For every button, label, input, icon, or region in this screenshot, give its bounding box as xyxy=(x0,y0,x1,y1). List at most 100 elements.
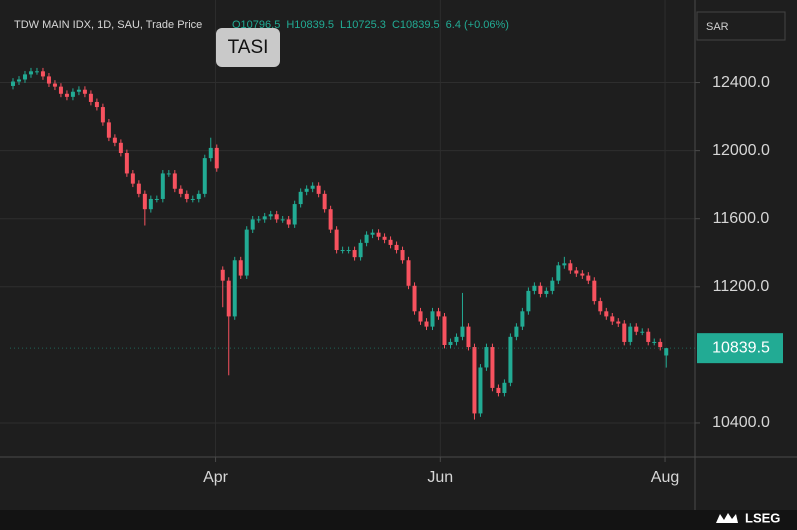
legend-item: C10839.5 xyxy=(392,19,440,31)
candle-body xyxy=(436,311,441,317)
candle-body xyxy=(484,347,489,368)
candle-body xyxy=(130,173,135,184)
candle-body xyxy=(604,311,609,317)
candle-body xyxy=(634,326,639,332)
candle-body xyxy=(238,260,243,276)
candle-body xyxy=(568,263,573,271)
candle-body xyxy=(178,188,183,194)
candle-body xyxy=(250,219,255,230)
candle-body xyxy=(592,280,597,302)
candle-body xyxy=(496,387,501,394)
y-tick-label: 10400.0 xyxy=(712,414,770,431)
candle-body xyxy=(208,147,213,159)
candle-body xyxy=(334,229,339,251)
candle-body xyxy=(292,204,297,225)
candle-body xyxy=(52,83,57,87)
candle-body xyxy=(466,326,471,348)
candle-body xyxy=(418,311,423,322)
candle-body xyxy=(34,71,39,73)
background xyxy=(0,0,797,510)
candle-body xyxy=(430,311,435,327)
last-price-tag xyxy=(697,333,783,364)
candle-body xyxy=(154,198,159,200)
candle-body xyxy=(58,86,63,94)
footer-strip xyxy=(0,510,797,530)
candle-body xyxy=(256,219,261,221)
candle-body xyxy=(76,89,81,92)
candle-body xyxy=(112,137,117,143)
candle-body xyxy=(574,270,579,274)
candle-body xyxy=(280,219,285,221)
currency-box[interactable] xyxy=(696,11,786,41)
candle-body xyxy=(220,269,225,281)
candle-body xyxy=(136,183,141,194)
candle-body xyxy=(514,326,519,337)
candle-body xyxy=(340,250,345,252)
candle-body xyxy=(442,316,447,346)
x-tick-label: Jun xyxy=(427,469,453,486)
brand: LSEG xyxy=(745,510,780,525)
candle-body xyxy=(88,93,93,102)
candle-body xyxy=(310,185,315,189)
candle-body xyxy=(412,285,417,312)
candle-body xyxy=(10,81,15,86)
candle-body xyxy=(118,142,123,154)
candle-body xyxy=(166,173,171,175)
legend: O10796.5 H10839.5 L10725.3 C10839.5 6.4 (+0.… xyxy=(232,19,509,31)
candle-body xyxy=(70,91,75,97)
candle-body xyxy=(382,236,387,240)
candle-body xyxy=(520,311,525,327)
candle-body xyxy=(448,341,453,346)
candle-body xyxy=(214,147,219,169)
candle-body xyxy=(610,316,615,322)
candle-body xyxy=(562,263,567,266)
candle-body xyxy=(388,239,393,245)
candle-body xyxy=(40,71,45,77)
candle-body xyxy=(322,193,327,210)
y-tick-label: 11200.0 xyxy=(713,278,770,295)
candle-body xyxy=(400,250,405,261)
candle-body xyxy=(646,331,651,342)
candle-body xyxy=(286,219,291,225)
candle-body xyxy=(622,323,627,342)
y-tick-label: 11600.0 xyxy=(713,210,770,227)
candle-body xyxy=(28,71,33,75)
candle-body xyxy=(184,193,189,199)
candle-body xyxy=(244,229,249,276)
badge-box xyxy=(216,28,280,67)
candle-body xyxy=(586,275,591,281)
candle-body xyxy=(538,285,543,294)
candle-body xyxy=(148,198,153,210)
candle-body xyxy=(628,326,633,342)
candle-body xyxy=(304,188,309,192)
candle-body xyxy=(460,326,465,337)
candle-body xyxy=(274,214,279,220)
candle-body xyxy=(172,173,177,189)
candle-body xyxy=(598,301,603,312)
candle-body xyxy=(394,244,399,251)
candle-body xyxy=(370,232,375,235)
candle-body xyxy=(16,79,21,82)
candle-body xyxy=(202,158,207,194)
candle-body xyxy=(556,265,561,281)
candle-body xyxy=(580,273,585,276)
candle-body xyxy=(652,341,657,343)
candle-body xyxy=(124,153,129,174)
candle-body xyxy=(658,341,663,348)
candle-body xyxy=(550,280,555,291)
candle-body xyxy=(532,285,537,291)
y-tick-label: 12000.0 xyxy=(712,142,770,159)
candle-body xyxy=(664,348,669,356)
candle-body xyxy=(160,173,165,199)
candle-body xyxy=(346,250,351,252)
badge: TASI xyxy=(228,37,269,58)
candle-body xyxy=(508,336,513,383)
candle-body xyxy=(268,214,273,217)
candle-body xyxy=(376,232,381,237)
y-tick-label: 12400.0 xyxy=(712,74,770,91)
brand-logo xyxy=(716,513,738,523)
grid xyxy=(0,0,695,457)
candle-body xyxy=(94,101,99,108)
candle-body xyxy=(226,280,231,317)
